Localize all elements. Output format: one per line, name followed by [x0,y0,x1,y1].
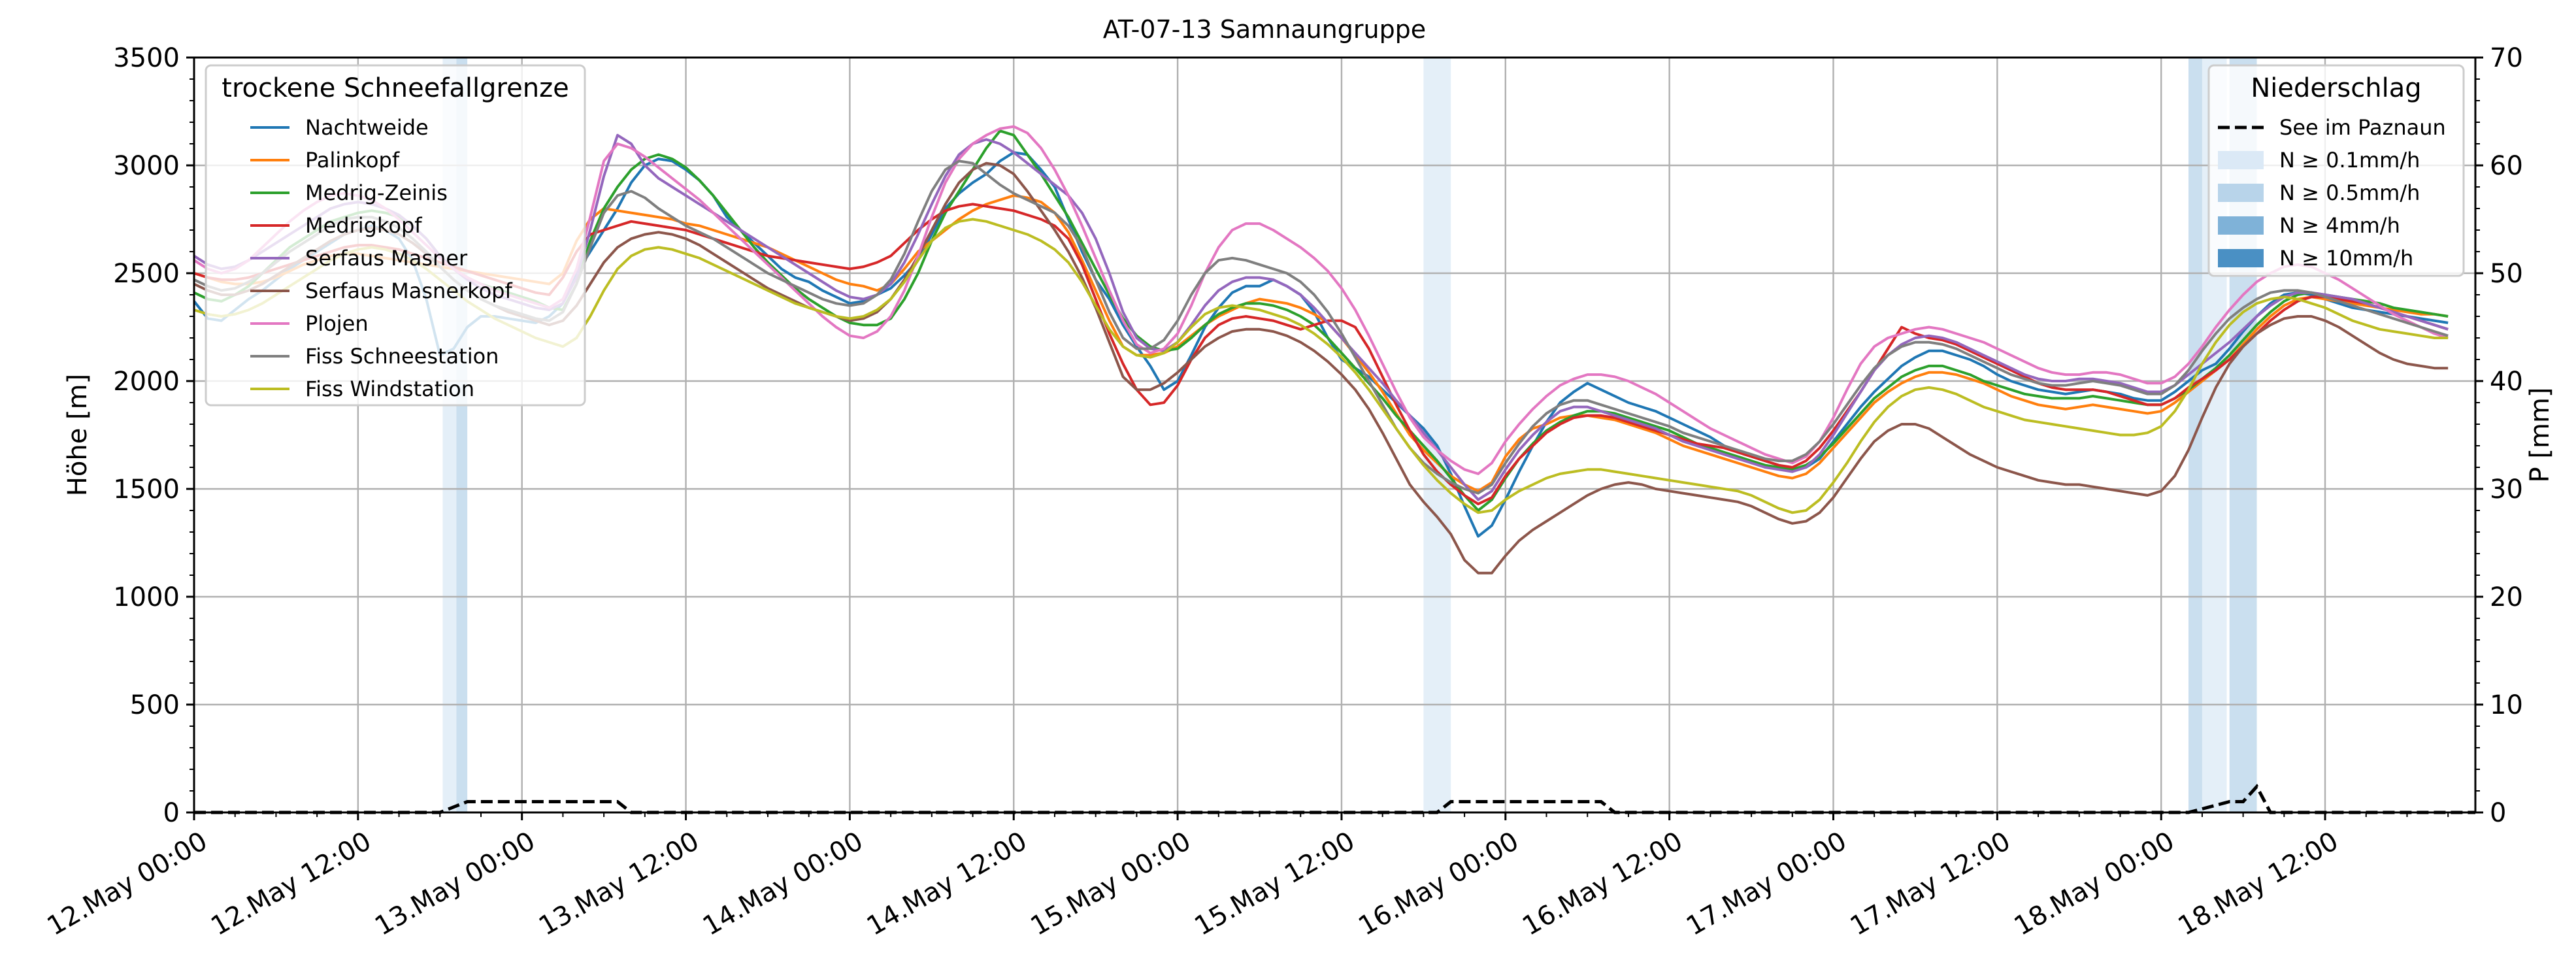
y-tick-label: 0 [163,798,180,828]
legend-label: Plojen [305,311,369,336]
legend-label: N ≥ 4mm/h [2279,213,2400,238]
legend-swatch [2218,249,2264,267]
legend-box [205,64,586,407]
legend-swatch [2218,184,2264,202]
y-right-tick-label: 50 [2490,259,2523,289]
y-right-tick-label: 20 [2490,582,2523,612]
y-tick-label: 2500 [113,259,180,289]
legend-label: See im Paznaun [2279,115,2446,140]
legend-snowline: trockene Schneefallgrenze Nachtweide Palin… [205,64,586,407]
y-tick-label: 3000 [113,151,180,181]
legend-label: Fiss Schneestation [305,344,499,369]
legend-box [2207,64,2465,277]
legend-swatch [2218,151,2264,169]
precip-line [194,784,2475,814]
plot-frame [193,56,2477,814]
y-tick-label: 3500 [113,43,180,73]
y-tick-label: 2000 [113,367,180,397]
legend-swatch [2218,216,2264,235]
y-axis-label-left: Höhe [m] [63,374,93,496]
chart-title: AT-07-13 Samnaungruppe [1103,15,1426,44]
y-right-tick-label: 70 [2490,43,2523,73]
y-right-tick-label: 40 [2490,367,2523,397]
legend-label: N ≥ 0.1mm/h [2279,148,2420,173]
precip-layer [194,784,2475,814]
y-tick-label: 500 [130,690,180,720]
legend-label: Fiss Windstation [305,376,474,401]
legend-label: Palinkopf [305,148,400,173]
legend-label: N ≥ 10mm/h [2279,246,2413,271]
y-right-tick-label: 60 [2490,151,2523,181]
legend-title: Niederschlag [2251,73,2421,103]
legend-precipitation: Niederschlag See im Paznaun N ≥ 0.1mm/h N ≥… [2207,64,2465,277]
legend-label: Serfaus Masner [305,246,468,271]
y-right-tick-label: 30 [2490,475,2523,505]
legend-label: Nachtweide [305,115,429,140]
legend-label: Serfaus Masnerkopf [305,278,512,303]
legend-label: Medrigkopf [305,213,422,238]
y-tick-label: 1000 [113,582,180,612]
y-right-tick-label: 10 [2490,690,2523,720]
y-axis-label-right: P [mm] [2525,388,2555,483]
y-tick-label: 1500 [113,475,180,505]
y-right-tick-label: 0 [2490,798,2506,828]
legend-label: N ≥ 0.5mm/h [2279,180,2420,205]
legend-label: Medrig-Zeinis [305,180,448,205]
legend-title: trockene Schneefallgrenze [222,73,569,103]
